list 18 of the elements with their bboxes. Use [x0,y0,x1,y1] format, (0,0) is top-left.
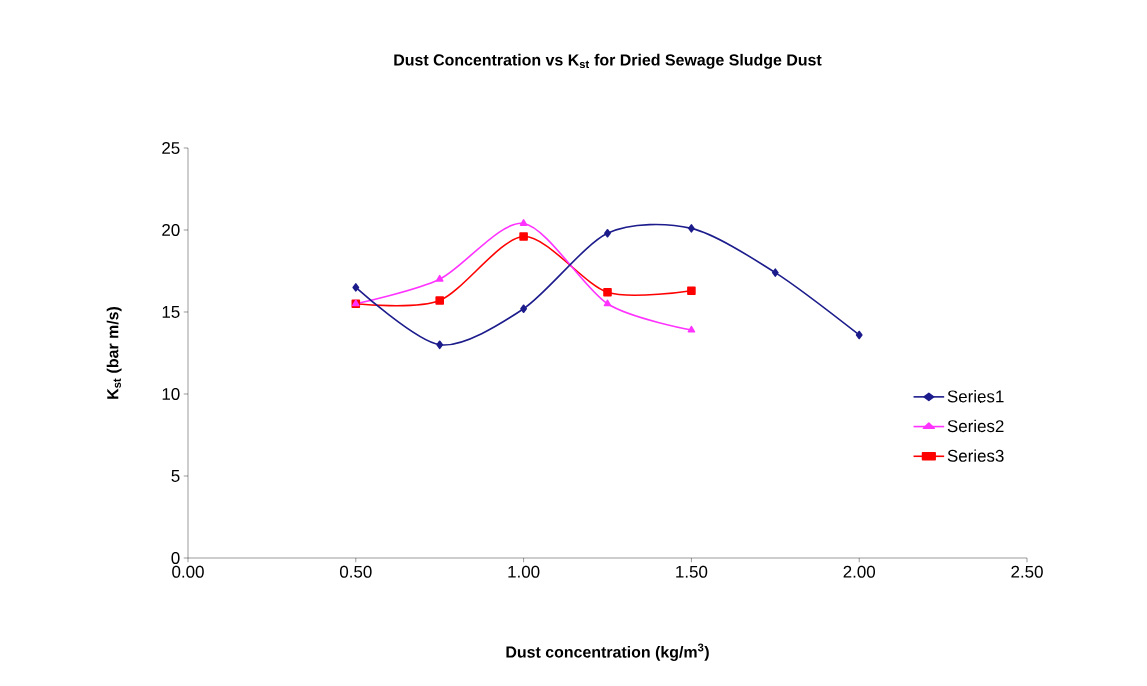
x-tick-label: 2.50 [1011,565,1043,578]
y-tick-label: 25 [162,142,180,154]
x-tick-label: 0.00 [172,565,204,578]
x-tick-label: 1.00 [508,565,540,578]
y-tick-label: 5 [171,470,180,482]
y-tick-label: 10 [162,388,180,400]
x-tick-label: 2.00 [843,565,876,578]
y-axis-title: K$_{st}$ (bar m/s) [106,306,122,399]
legend-label: Series1 [947,389,1004,403]
x-tick-label: 1.50 [676,565,708,578]
chart-title: Dust Concentration vs K$_{st}$ for Dried Sewage Sludge Dust [394,53,822,69]
y-tick-label: 15 [162,306,180,318]
y-tick-label: 20 [162,224,180,236]
x-axis-title: Dust concentration (kg/m$^{3}$) [506,643,709,661]
y-tick-label: 0 [171,552,180,564]
legend-label: Series2 [947,419,1004,433]
x-tick-label: 0.50 [339,565,372,578]
legend-label: Series3 [947,449,1004,462]
